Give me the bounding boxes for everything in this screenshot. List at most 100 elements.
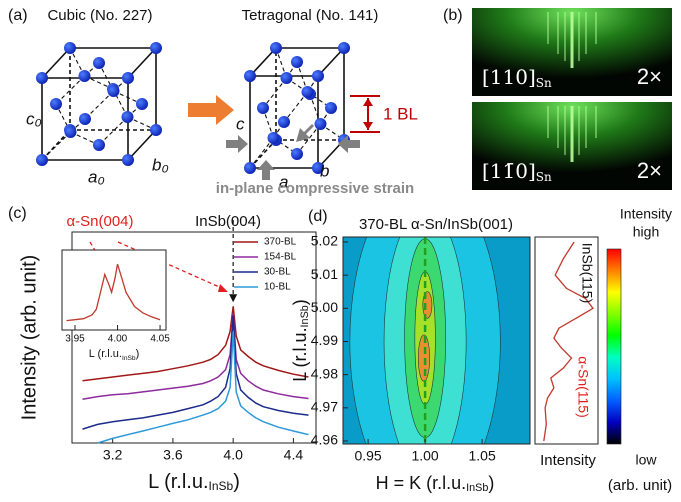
axis-label-main: H = K (r.l.u. (376, 473, 467, 493)
x-tick-label: 3.95 (65, 334, 85, 345)
bilayer-bracket (350, 96, 380, 132)
axis-label-sub: InSb (122, 355, 136, 362)
colorbar-title: Intensity (620, 206, 672, 222)
lattice-label: c (236, 114, 245, 133)
x-tick-label: 4.0 (223, 447, 243, 463)
structure-title: Cubic (No. 227) (47, 7, 152, 24)
axis-label: H = K (r.l.u.InSb) (376, 473, 495, 494)
atom (244, 162, 256, 174)
axis-label-end: ) (290, 299, 310, 305)
atom (150, 42, 162, 54)
lattice-label: a₀ (88, 167, 105, 186)
direction-subscript: Sn (536, 170, 552, 184)
x-tick-label: 3.6 (163, 447, 183, 463)
atom (122, 72, 134, 84)
axis-label-main: L (r.l.u. (290, 327, 310, 381)
y-tick-label: 4.98 (311, 365, 338, 381)
x-tick-label: 4.00 (108, 334, 128, 345)
atom (108, 85, 120, 97)
annotation: InSb(004) (195, 213, 261, 230)
y-tick-label: 5.00 (311, 299, 338, 315)
axis-label-main: L (r.l.u. (89, 348, 122, 360)
arrow-head (363, 122, 373, 130)
atom (36, 154, 48, 166)
profile-annotation: InSb(115) (579, 243, 595, 303)
atom (122, 154, 134, 166)
x-tick-label: 1.05 (468, 448, 495, 464)
axis-label-end: ) (233, 471, 240, 493)
chart-title: 370-BL α-Sn/InSb(001) (359, 216, 513, 233)
page: Figure { "diagram": { "panel_label": "(a… (0, 0, 681, 502)
profile-annotation: α-Sn(115) (575, 356, 591, 418)
y-tick-label: 4.97 (311, 399, 338, 415)
legend-label: 154-BL (264, 252, 297, 263)
atom (79, 70, 91, 82)
panel-label: (b) (443, 7, 463, 24)
body: (a) Cubic (No. 227) Tetragonal (No. 141)… (0, 0, 681, 502)
axis-label-main: L (r.l.u. (148, 471, 208, 493)
profile-unit: (arb. unit) (608, 477, 672, 494)
cell-edge (128, 48, 156, 78)
arrow (188, 95, 234, 125)
direction: [11̄0] (482, 159, 536, 183)
x-tick-label: 0.95 (354, 448, 381, 464)
axis-label-end: ) (488, 473, 494, 493)
x-tick-label: 4.05 (150, 334, 170, 345)
atom (315, 118, 327, 130)
atom (36, 72, 48, 84)
x-tick-label: 4.4 (284, 447, 304, 463)
axis-label-end: ) (136, 348, 140, 360)
annotation: α-Sn(004) (66, 213, 133, 230)
axis-label-sub: InSb (209, 479, 234, 493)
x-tick-label: 3.2 (103, 447, 123, 463)
plot-frame (62, 250, 166, 330)
atom (291, 148, 303, 160)
legend-label: 30-BL (264, 267, 291, 278)
strain-label: in-plane compressive strain (216, 180, 414, 197)
lattice-label: b₀ (152, 155, 169, 174)
colorbar-low: low (635, 452, 657, 468)
colorbar-high: high (633, 224, 659, 240)
atom (93, 139, 105, 151)
panel-label: (d) (308, 208, 328, 225)
atom (302, 86, 314, 98)
atom (257, 102, 269, 114)
structure-title: Tetragonal (No. 141) (242, 7, 379, 24)
axis-label: L (r.l.u.InSb) (148, 471, 240, 493)
atom (244, 70, 256, 82)
axis-label-sub: InSb (299, 305, 311, 327)
atom (93, 57, 105, 69)
y-tick-label: 5.02 (311, 233, 338, 249)
atom (136, 98, 148, 110)
panel-label: (c) (8, 205, 27, 222)
lattice-label: b (320, 161, 329, 180)
arrow-head (363, 98, 373, 106)
atom (64, 42, 76, 54)
atom (291, 56, 303, 68)
y-tick-label: 4.96 (311, 432, 338, 448)
atom (270, 42, 282, 54)
atom (150, 124, 162, 136)
bilayer-label: 1 BL (383, 104, 418, 123)
x-tick-label: 1.00 (411, 448, 438, 464)
lattice-label: c₀ (26, 109, 42, 128)
colorbar (607, 249, 621, 444)
atom (281, 72, 293, 84)
atom (312, 70, 324, 82)
direction: [110] (482, 65, 536, 89)
y-axis-label: Intensity (arb. unit) (18, 255, 40, 421)
legend-label: 10-BL (264, 282, 291, 293)
reconstruction: 2× (637, 158, 662, 183)
unit-cell (244, 42, 350, 174)
profile-label: Intensity (540, 452, 596, 469)
atom (50, 98, 62, 110)
unit-cell (36, 42, 162, 166)
panel-label: (a) (8, 7, 28, 24)
atom (79, 113, 91, 125)
atom (338, 42, 350, 54)
atom (278, 116, 290, 128)
y-tick-label: 4.99 (311, 332, 338, 348)
atom (65, 126, 77, 138)
